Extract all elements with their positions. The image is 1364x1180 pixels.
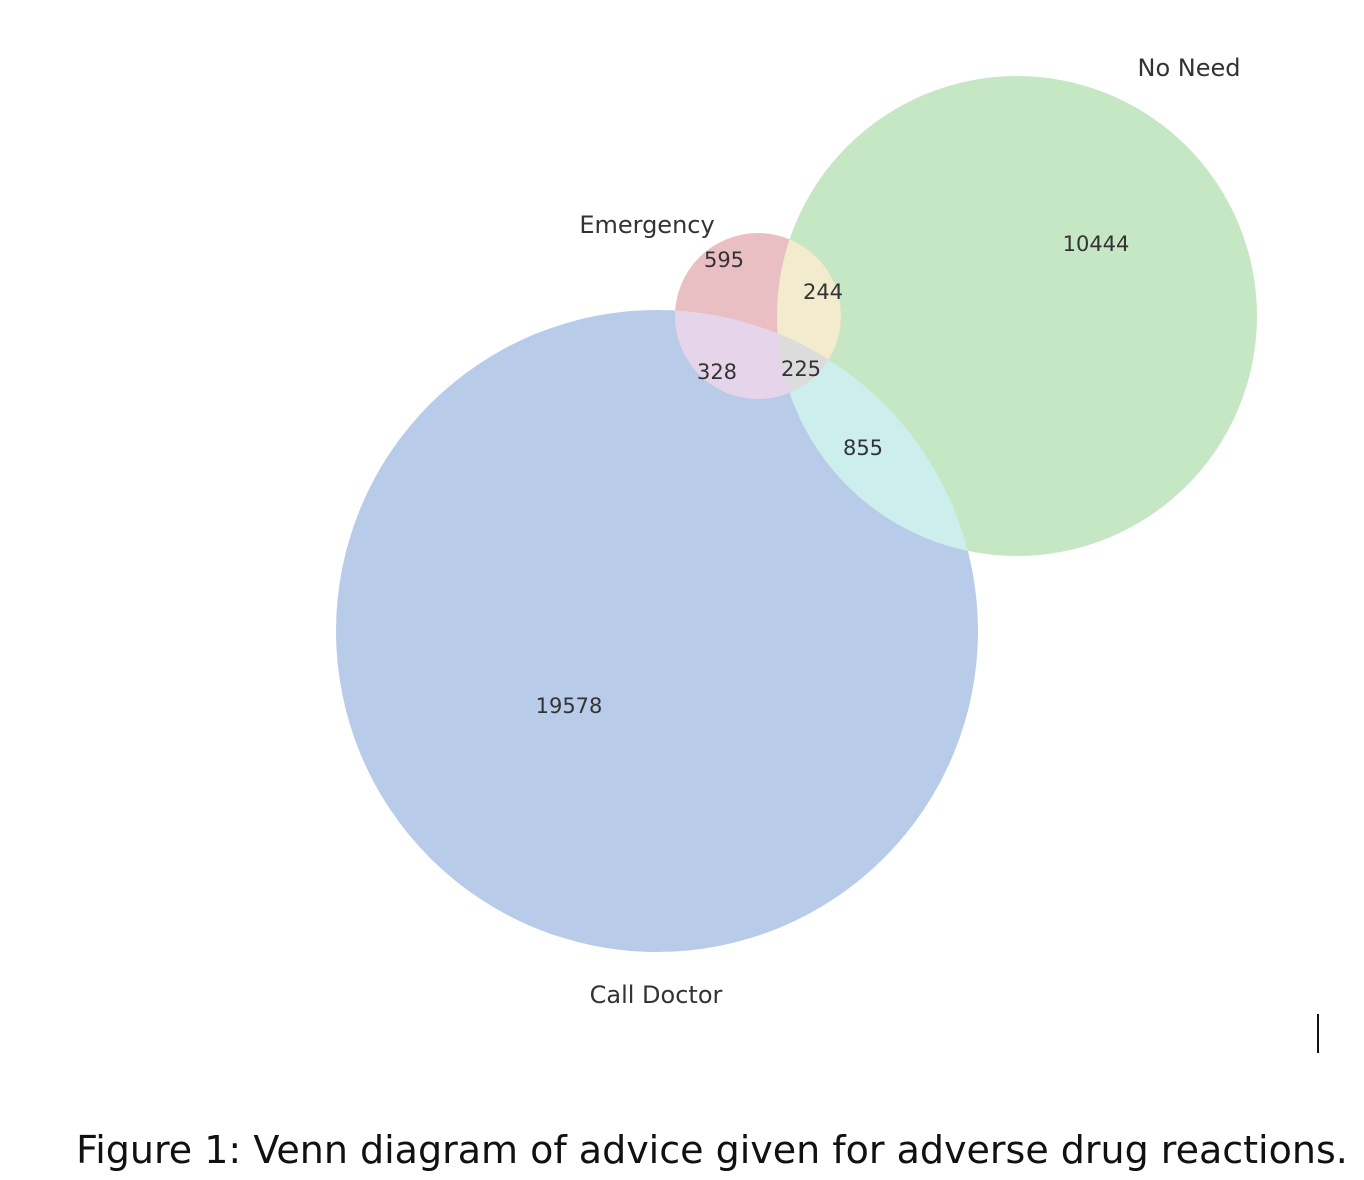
count-emergency-only: 595 bbox=[704, 248, 744, 272]
set-label-emergency: Emergency bbox=[579, 211, 714, 239]
region-call-doctor-only bbox=[336, 310, 978, 952]
count-emergency-call-doctor: 328 bbox=[697, 360, 737, 384]
count-no-need-call-doctor: 855 bbox=[843, 436, 883, 460]
region-no-need-call-doctor bbox=[777, 310, 978, 556]
region-all-three bbox=[777, 310, 841, 399]
set-label-call-doctor: Call Doctor bbox=[590, 981, 723, 1009]
count-no-need-only: 10444 bbox=[1063, 232, 1130, 256]
figure-caption: Figure 1: Venn diagram of advice given f… bbox=[76, 1128, 1348, 1172]
count-call-doctor-only: 19578 bbox=[536, 694, 603, 718]
count-all-three: 225 bbox=[781, 357, 821, 381]
set-label-no-need: No Need bbox=[1138, 54, 1241, 82]
count-emergency-no-need: 244 bbox=[803, 280, 843, 304]
